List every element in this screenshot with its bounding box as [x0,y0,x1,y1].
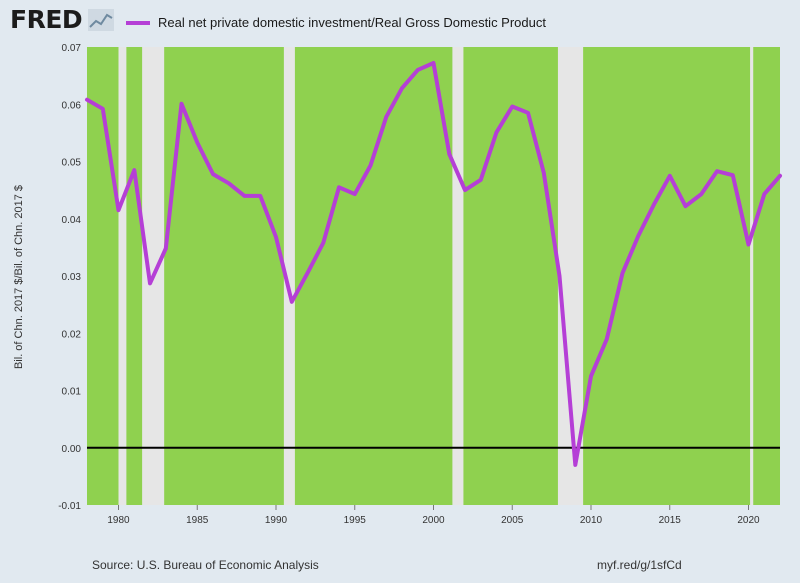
x-tick-label: 2000 [422,515,445,526]
x-tick-label: 1985 [186,515,209,526]
recession-band [452,47,464,505]
y-tick-label: -0.01 [58,501,81,512]
x-tick-label: 1980 [107,515,130,526]
legend-label: Real net private domestic investment/Rea… [158,15,546,30]
legend-swatch [126,20,150,25]
chart-header: FRED Real net private domestic investmen… [0,0,800,42]
y-tick-label: 0.05 [62,158,82,169]
fred-logo[interactable]: FRED [10,5,83,34]
y-tick-label: 0.06 [62,100,82,111]
x-tick-label: 1990 [265,515,288,526]
y-tick-label: 0.02 [62,329,82,340]
series-line [85,61,782,467]
recession-band [118,47,127,505]
plot-area [87,47,780,505]
recession-band [750,47,754,505]
chart-legend: Real net private domestic investment/Rea… [126,15,546,30]
y-tick-label: 0.04 [62,215,82,226]
x-tick-label: 1995 [344,515,367,526]
y-tick-label: 0.03 [62,272,82,283]
x-tick-label: 2015 [659,515,682,526]
x-tick-label: 2010 [580,515,603,526]
y-tick-label: 0.00 [62,444,82,455]
y-tick-label: 0.07 [62,43,82,54]
recession-band [283,47,295,505]
x-tick-label: 2020 [737,515,760,526]
y-tick-label: 0.01 [62,387,82,398]
source-note: Source: U.S. Bureau of Economic Analysis [92,558,319,572]
x-tick-label: 2005 [501,515,524,526]
chart-line-icon [88,9,114,31]
short-link[interactable]: myf.red/g/1sfCd [597,558,682,572]
